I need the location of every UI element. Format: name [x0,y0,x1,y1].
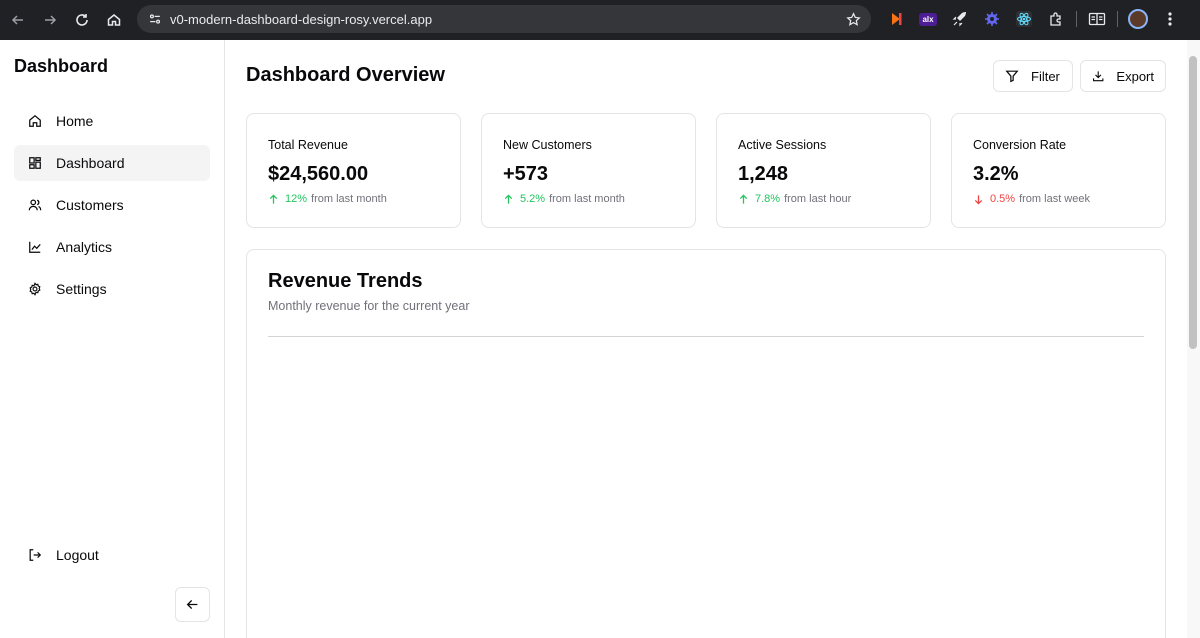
main-content: Dashboard Overview Filter Export Total R… [225,40,1187,638]
browser-menu-icon[interactable] [1154,5,1186,33]
stat-value: $24,560.00 [268,163,369,185]
alx-extension-icon[interactable]: alx [912,5,944,33]
stat-title: Total Revenue [268,138,348,152]
sidebar-item-label: Dashboard [56,155,125,171]
sidebar-item-customers[interactable]: Customers [14,187,210,223]
logout-icon [28,548,42,562]
sidebar-item-analytics[interactable]: Analytics [14,229,210,265]
collapse-sidebar-button[interactable] [175,587,210,622]
sidebar-item-label: Analytics [56,239,113,255]
settings-icon [28,282,42,296]
stat-value: +573 [503,163,549,185]
stat-card-active-sessions: Active Sessions 1,248 7.8% from last hou… [716,113,931,228]
stat-card-conversion-rate: Conversion Rate 3.2% 0.5% from last week [951,113,1166,228]
stat-change-suffix: from last month [549,193,625,205]
stat-change-value: 0.5% [990,193,1016,205]
home-browser-icon[interactable] [98,4,130,36]
browser-toolbar: v0-modern-dashboard-design-rosy.vercel.a… [0,0,1200,40]
reload-icon[interactable] [66,4,98,36]
puzzle-extensions-icon[interactable] [1040,5,1072,33]
chart-line-icon [28,240,42,254]
pdf-extension-icon[interactable] [880,5,912,33]
users-icon [28,198,42,212]
download-icon [1093,71,1104,82]
sidebar-item-settings[interactable]: Settings [14,271,210,307]
arrow-up-icon [739,193,748,204]
site-info-icon[interactable] [142,8,168,30]
bookmark-star-icon[interactable] [839,5,867,33]
stat-change-value: 12% [285,193,308,205]
arrow-up-icon [269,193,278,204]
export-label: Export [1116,68,1154,84]
sidebar-nav: Home Dashboard Customers Analytics Setti… [14,103,210,313]
stat-change-suffix: from last month [311,193,387,205]
sidebar: Dashboard Home Dashboard Customers Analy… [0,40,225,638]
url-text: v0-modern-dashboard-design-rosy.vercel.a… [170,11,433,27]
forward-icon[interactable] [34,4,66,36]
filter-label: Filter [1031,68,1060,84]
stat-title: New Customers [503,138,592,152]
arrow-left-icon [186,599,198,610]
stat-change: 7.8% from last hour [738,193,851,205]
filter-button[interactable]: Filter [993,60,1073,92]
toolbar-divider [1076,11,1077,27]
reading-mode-icon[interactable] [1081,5,1113,33]
page-scrollbar-thumb[interactable] [1189,56,1197,349]
back-icon[interactable] [2,4,34,36]
sidebar-item-label: Customers [56,197,124,213]
dashboard-icon [28,156,42,170]
profile-avatar [1128,9,1148,29]
sidebar-item-label: Home [56,113,94,129]
stat-value: 3.2% [973,163,1019,185]
sidebar-item-label: Settings [56,281,107,297]
toolbar-divider [1117,11,1118,27]
stat-change: 5.2% from last month [503,193,625,205]
stat-change-value: 5.2% [520,193,546,205]
stat-change: 0.5% from last week [973,193,1090,205]
rocket-extension-icon[interactable] [944,5,976,33]
address-bar[interactable]: v0-modern-dashboard-design-rosy.vercel.a… [137,5,871,33]
stat-title: Conversion Rate [973,138,1067,152]
stat-title: Active Sessions [738,138,827,152]
logout-button[interactable]: Logout [14,537,210,573]
stat-change-suffix: from last week [1019,193,1090,205]
stat-change: 12% from last month [268,193,387,205]
extensions-bar: alx [880,5,1186,33]
arrow-down-icon [974,194,983,205]
logout-label: Logout [56,547,99,563]
stat-change-value: 7.8% [755,193,781,205]
stat-value: 1,248 [738,163,789,185]
chart-baseline [268,336,1144,337]
filter-icon [1005,70,1019,83]
sidebar-item-home[interactable]: Home [14,103,210,139]
revenue-trends-card: Revenue Trends Monthly revenue for the c… [246,249,1166,638]
home-icon [28,114,42,128]
sidebar-item-dashboard[interactable]: Dashboard [14,145,210,181]
logout-section: Logout [14,537,210,579]
revenue-trends-subtitle: Monthly revenue for the current year [268,299,470,313]
stat-card-total-revenue: Total Revenue $24,560.00 12% from last m… [246,113,461,228]
export-button[interactable]: Export [1080,60,1166,92]
page-title: Dashboard Overview [246,64,445,86]
revenue-trends-title: Revenue Trends [268,270,423,292]
arrow-up-icon [504,193,513,204]
react-extension-icon[interactable] [1008,5,1040,33]
sidebar-brand: Dashboard [14,56,109,76]
stat-change-suffix: from last hour [784,193,852,205]
stat-card-new-customers: New Customers +573 5.2% from last month [481,113,696,228]
profile-avatar-icon[interactable] [1122,5,1154,33]
gear-extension-icon[interactable] [976,5,1008,33]
page-scrollbar[interactable] [1187,40,1200,638]
